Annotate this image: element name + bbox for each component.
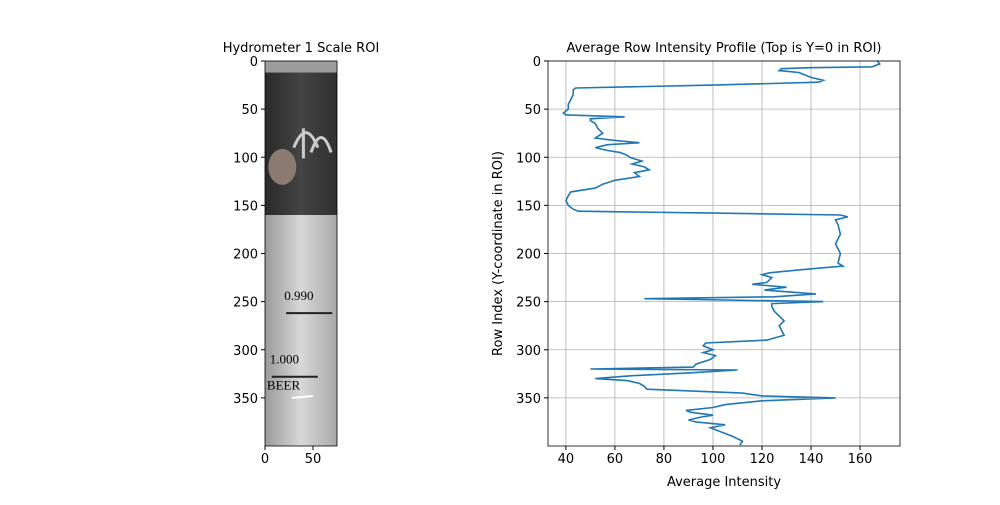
x-tick-label: 80 [656,452,673,467]
image-label: 1.000 [270,351,299,366]
image-detail [292,128,333,159]
image-label: 0.990 [284,288,313,303]
y-tick-label: 250 [233,296,258,311]
y-tick-label: 50 [524,103,541,118]
image-label: BEER [267,377,301,392]
y-tick-label: 0 [533,55,541,70]
image-detail [291,394,314,399]
y-tick-label: 150 [233,199,258,214]
y-tick-label: 100 [233,151,258,166]
x-tick-label: 40 [558,452,575,467]
x-tick-label: 160 [848,452,873,467]
x-tick-label: 120 [750,452,775,467]
y-tick-label: 150 [516,199,541,214]
data-line [562,60,882,446]
y-tick-label: 250 [516,296,541,311]
image-region [265,61,337,73]
chart-title: Average Row Intensity Profile (Top is Y=… [566,41,881,56]
y-tick-label: 100 [516,151,541,166]
x-tick-label: 50 [305,452,322,467]
y-tick-label: 350 [516,392,541,407]
y-tick-label: 200 [233,248,258,263]
y-axis-label: Row Index (Y-coordinate in ROI) [491,151,506,356]
x-axis-label: Average Intensity [667,475,781,490]
image-detail [268,148,297,185]
y-tick-label: 0 [250,55,258,70]
x-tick-label: 60 [607,452,624,467]
x-tick-label: 100 [701,452,726,467]
y-tick-label: 200 [516,248,541,263]
y-tick-label: 300 [516,344,541,359]
image-region [265,61,337,215]
x-tick-label: 140 [799,452,824,467]
y-tick-label: 50 [241,103,258,118]
chart-title: Hydrometer 1 Scale ROI [223,41,380,56]
y-tick-label: 300 [233,344,258,359]
x-tick-label: 0 [261,452,269,467]
y-tick-label: 350 [233,392,258,407]
image-region [265,215,337,446]
